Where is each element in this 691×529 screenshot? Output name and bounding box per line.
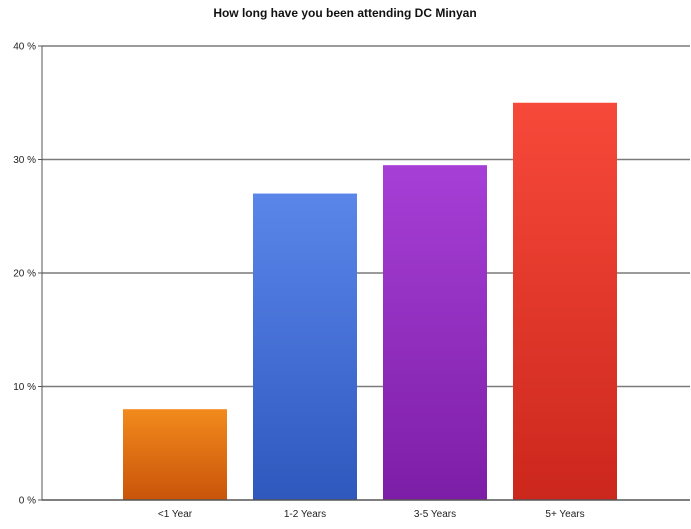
y-tick-label: 10 % [13,382,36,393]
x-tick-label: <1 Year [158,509,193,520]
y-axis-ticks: 0 % 10 % 20 % 30 % 40 % [13,42,42,507]
x-tick-label: 1-2 Years [284,509,326,520]
x-tick-label: 5+ Years [545,509,584,520]
x-tick-label: 3-5 Years [414,509,456,520]
y-tick-label: 30 % [13,155,36,166]
bar [253,193,357,501]
bars [123,102,617,501]
y-tick-label: 40 % [13,42,36,53]
bar [513,102,617,500]
bar [383,165,487,501]
y-tick-label: 20 % [13,269,36,280]
y-tick-label: 0 % [19,496,36,507]
x-axis-ticks: <1 Year 1-2 Years 3-5 Years 5+ Years [158,509,585,520]
bar [123,409,227,500]
chart-title: How long have you been attending DC Miny… [213,6,476,20]
